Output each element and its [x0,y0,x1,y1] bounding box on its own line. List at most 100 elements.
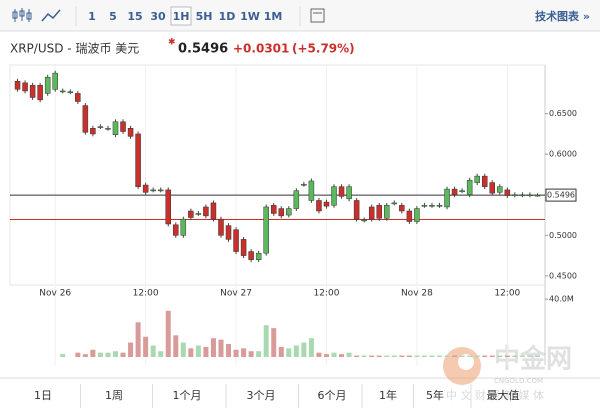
volume-bar [346,352,352,357]
x-tick-label: 12:00 [133,289,159,299]
candle-icon[interactable] [12,8,32,22]
volume-bar [158,351,164,357]
volume-bar [173,335,179,357]
interval-selected [170,6,192,26]
volume-bar [90,349,96,357]
volume-bar [165,310,171,357]
volume-bar [444,355,450,357]
candle-body [14,80,21,90]
candle-body [512,194,518,197]
watermark-logo-inner [458,354,474,370]
candle-body [481,175,488,187]
volume-bar [112,351,118,357]
candle-body [120,121,126,132]
candle-body [301,183,307,186]
x-tick-label: Nov 27 [220,289,252,299]
volume-bar [82,354,88,357]
candle-body [233,229,239,252]
candle-body [90,128,96,135]
range-button[interactable]: 3个月 [247,389,276,402]
range-button[interactable]: 6个月 [318,389,347,402]
volume-bar [203,346,209,357]
x-tick-label: 12:00 [494,289,520,299]
candle-body [270,205,277,214]
volume-bar [482,355,488,357]
volume-bar [226,344,232,357]
star: ✱ [168,38,176,48]
range-button[interactable]: 1日 [34,389,52,402]
candle-body [444,188,450,208]
interval-button[interactable]: 1 [88,10,96,23]
volume-bar [474,355,480,357]
volume-bar [429,355,435,357]
candle-body [421,205,428,207]
interval-button[interactable]: 1D [219,10,236,23]
range-button[interactable]: 5年 [426,388,444,402]
line-icon[interactable] [41,9,61,22]
candle-body [44,76,51,94]
range-button[interactable]: 最大值 [487,388,520,402]
candle-body [286,208,292,216]
candle-body [474,175,480,183]
range-button[interactable]: 1周 [105,389,123,402]
candle-body [368,206,375,220]
volume-bar [339,354,345,357]
candle-body [391,202,398,205]
interval-button[interactable]: 30 [150,10,166,23]
last-price: 0.5496 [178,42,228,57]
watermark-name: 中金网 [494,344,572,375]
candle-body [255,252,262,260]
interval-button[interactable]: 5 [109,10,117,23]
candle-body [22,82,28,92]
candle-body [29,85,36,98]
candle-body [466,179,473,196]
volume-bar [60,354,66,357]
change-pct: (+5.79%) [292,42,355,56]
interval-button[interactable]: 1H [173,10,190,23]
y-tick-label: 0.4500 [549,271,577,280]
candle-body [338,186,345,197]
candle-body [278,208,285,217]
volume-bar [361,355,367,357]
candle-body [384,205,390,219]
candle-body [240,239,247,256]
candle-body [112,121,119,136]
volume-bar [286,348,292,357]
volume-bar [263,325,269,357]
candle-body [165,189,171,225]
tech-chart-link[interactable]: 技术图表 » [535,9,590,23]
candle-body [519,194,526,197]
volume-bar [128,342,134,357]
volume-bar [399,355,405,357]
volume-bar [188,348,194,357]
volume-bar [271,328,277,357]
volume-bar [210,338,216,357]
candle-body [331,186,337,206]
candle-body [203,206,209,217]
candle-body [527,194,533,197]
candle-body [293,190,300,209]
candle-body [188,210,194,218]
range-button[interactable]: 1年 [379,388,397,402]
volume-bar [489,355,495,357]
settings-icon[interactable] [310,8,325,23]
candle-body [75,93,81,102]
volume-bar [256,351,262,357]
last-price-box [545,188,577,202]
interval-button[interactable]: 1W [240,10,260,23]
volume-bar [75,352,81,357]
symbol: XRP/USD - 瑞波币 美元 [10,42,139,56]
volume-tick-label: 40.0M [549,295,574,304]
range-button[interactable]: 1个月 [173,389,202,402]
y-tick-label: 0.6500 [549,109,577,118]
volume-bar [105,352,111,357]
volume-bar [143,336,149,357]
candle-body [504,189,511,196]
volume-bar [331,352,337,357]
interval-button[interactable]: 5H [196,10,213,23]
interval-button[interactable]: 1M [264,10,283,23]
volume-bar [369,355,375,357]
interval-button[interactable]: 15 [127,10,142,23]
